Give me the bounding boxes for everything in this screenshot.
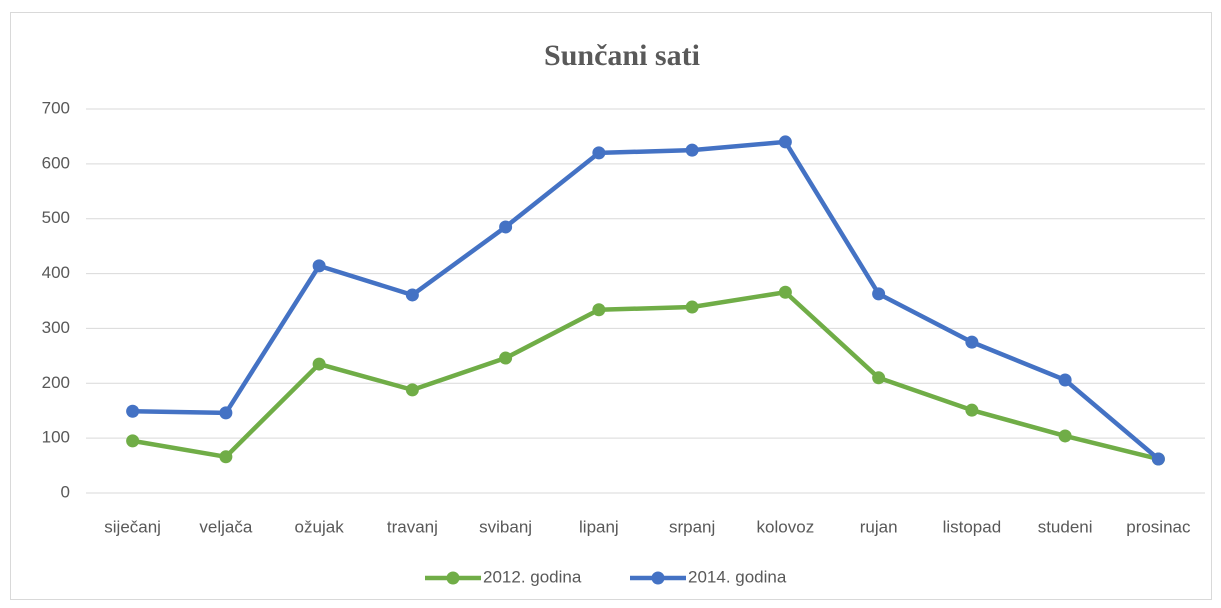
- x-tick-label: listopad: [943, 517, 1002, 536]
- data-point: [965, 335, 979, 349]
- y-tick-label: 500: [42, 208, 70, 227]
- x-tick-label: srpanj: [669, 517, 715, 536]
- data-point: [499, 351, 513, 365]
- data-point: [872, 371, 886, 385]
- y-tick-label: 700: [42, 98, 70, 117]
- data-point: [219, 450, 233, 464]
- y-tick-label: 600: [42, 153, 70, 172]
- x-tick-label: veljača: [199, 517, 252, 536]
- y-tick-label: 300: [42, 318, 70, 337]
- x-tick-label: studeni: [1038, 517, 1093, 536]
- x-tick-label: kolovoz: [757, 517, 815, 536]
- data-point: [219, 406, 233, 420]
- y-tick-label: 0: [61, 482, 70, 501]
- data-point: [685, 143, 699, 157]
- x-tick-label: prosinac: [1126, 517, 1191, 536]
- legend-label: 2014. godina: [688, 567, 787, 586]
- x-tick-label: lipanj: [579, 517, 619, 536]
- data-point: [592, 146, 606, 160]
- data-point: [965, 403, 979, 417]
- y-tick-label: 200: [42, 373, 70, 392]
- x-tick-label: siječanj: [104, 517, 161, 536]
- legend-label: 2012. godina: [483, 567, 582, 586]
- data-point: [685, 300, 699, 314]
- data-point: [872, 287, 886, 301]
- data-point: [499, 220, 513, 234]
- x-tick-label: svibanj: [479, 517, 532, 536]
- data-point: [126, 404, 140, 418]
- y-tick-label: 400: [42, 263, 70, 282]
- x-tick-label: ožujak: [295, 517, 345, 536]
- data-point: [778, 135, 792, 149]
- series-line: [132, 289, 1159, 462]
- data-point: [1058, 429, 1072, 443]
- data-point: [405, 383, 419, 397]
- data-point: [312, 357, 326, 371]
- chart-title: Sunčani sati: [544, 39, 700, 72]
- data-point: [312, 259, 326, 273]
- data-point: [778, 285, 792, 299]
- data-point: [405, 288, 419, 302]
- x-tick-label: travanj: [387, 517, 438, 536]
- data-point: [1058, 373, 1072, 387]
- x-tick-label: rujan: [860, 517, 898, 536]
- data-point: [1151, 452, 1165, 466]
- data-point: [126, 434, 140, 448]
- series-line: [132, 139, 1160, 461]
- legend-marker: [446, 571, 460, 585]
- legend-marker: [651, 571, 665, 585]
- chart-frame: [10, 12, 1212, 600]
- y-tick-label: 100: [42, 428, 70, 447]
- data-point: [592, 303, 606, 317]
